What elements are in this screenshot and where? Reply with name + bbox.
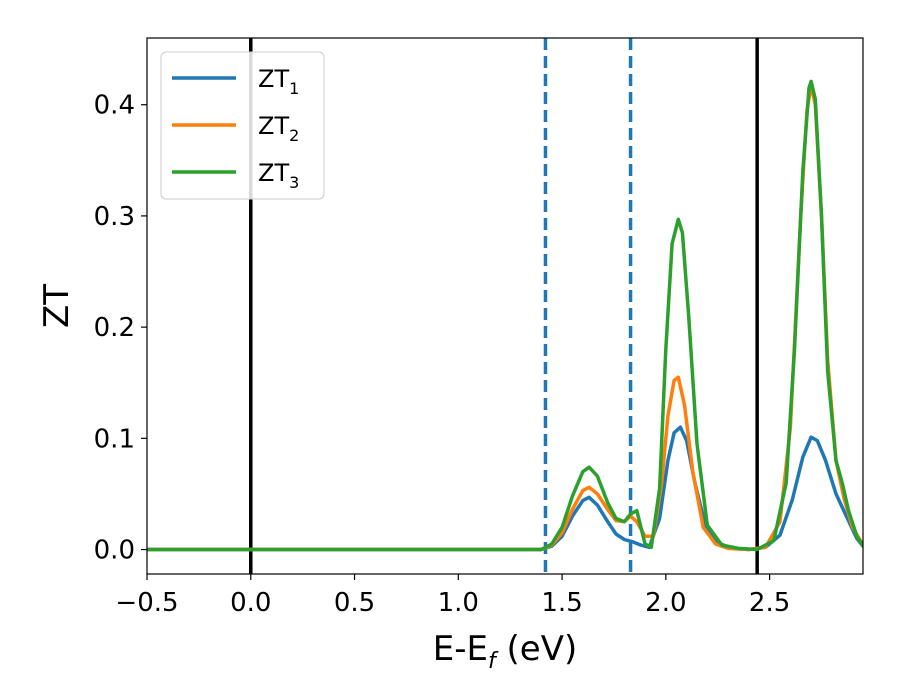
- x-tick-label: 2.0: [645, 588, 686, 618]
- x-tick-label: 0.5: [334, 588, 375, 618]
- x-axis-ticks: −0.5 0.0 0.5 1.0 1.5 2.0 2.5: [115, 574, 790, 618]
- x-tick-label: 1.0: [438, 588, 479, 618]
- y-tick-label: 0.3: [94, 202, 135, 232]
- plot-frame: [146, 37, 864, 575]
- y-tick-label: 0.0: [94, 536, 135, 566]
- y-tick-label: 0.4: [94, 91, 135, 121]
- vertical-reference-lines: [249, 38, 759, 574]
- y-axis-ticks: 0.0 0.1 0.2 0.3 0.4: [94, 91, 147, 566]
- x-tick-label: 2.5: [749, 588, 790, 618]
- legend-label-zt2: ZT2: [258, 112, 299, 145]
- x-axis-label: E-Ef (eV): [433, 629, 578, 674]
- legend-box: [160, 51, 325, 200]
- legend: ZT1 ZT2 ZT3: [160, 51, 325, 200]
- x-tick-label: 0.0: [230, 588, 271, 618]
- legend-label-zt3: ZT3: [258, 159, 299, 192]
- x-tick-label: 1.5: [541, 588, 582, 618]
- series-lines: [147, 79, 863, 552]
- legend-label-zt1: ZT1: [258, 65, 299, 98]
- x-tick-label: −0.5: [115, 588, 178, 618]
- series-line-zt1: [147, 425, 863, 552]
- series-line-zt3: [147, 79, 863, 552]
- y-tick-label: 0.2: [94, 313, 135, 343]
- y-tick-label: 0.1: [94, 424, 135, 454]
- y-axis-label: ZT: [37, 284, 77, 328]
